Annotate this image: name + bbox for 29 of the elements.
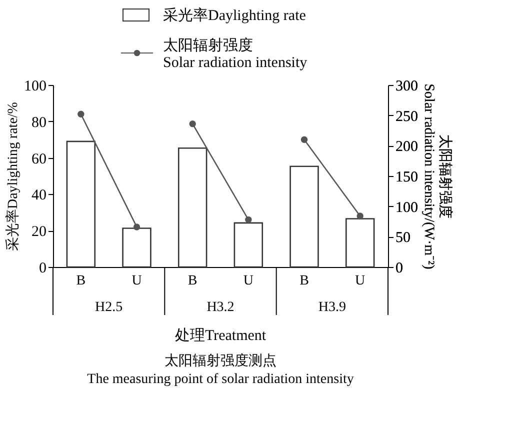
x-tick-label: U — [132, 274, 142, 288]
y-tick-label: 100 — [24, 78, 46, 94]
text: The measuring point of solar radiation intensity — [87, 372, 354, 387]
y2-tick-label: 200 — [396, 139, 418, 156]
y-tick-label: 20 — [32, 224, 46, 240]
text: H3.9 — [318, 300, 346, 315]
y2-tick-label: 150 — [396, 170, 418, 186]
x-axis-title: 处理Treatment — [174, 327, 267, 344]
y2-tick-label: 250 — [396, 108, 418, 125]
y-tick-label: 80 — [32, 114, 46, 131]
y-tick-label: 40 — [32, 188, 46, 204]
y-axis-title: 采光率Daylighting rate/% — [5, 102, 21, 251]
x-tick-label: B — [188, 274, 198, 288]
x-tick-label: U — [355, 274, 366, 288]
y2-tick-label: 50 — [396, 230, 410, 246]
text: H2.5 — [95, 300, 123, 315]
x-tick-label: U — [243, 274, 254, 288]
legend-label: 太阳辐射强度 Solar radiation intensity — [163, 37, 308, 71]
y-tick-label: 0 — [39, 260, 46, 276]
y2-tick-label: 300 — [396, 78, 418, 94]
legend-label: 采光率Daylighting rate — [163, 7, 306, 24]
text: 太阳辐射强度测点 — [164, 353, 276, 369]
text: H3.2 — [206, 300, 234, 315]
x-tick-label: B — [300, 274, 309, 288]
y2-tick-label: 100 — [396, 200, 418, 216]
y-tick-label: 60 — [32, 151, 46, 168]
y2-axis-title: 太阳辐射强度 Solar radiation intensity/(W·m⁻²) — [421, 84, 453, 270]
y2-tick-label: 0 — [396, 260, 403, 276]
x-tick-label: B — [76, 274, 86, 288]
